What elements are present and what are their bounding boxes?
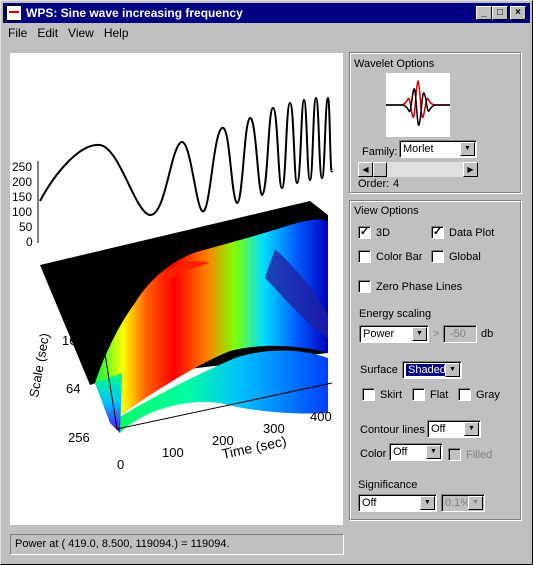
chevron-down-icon[interactable]: ▼ xyxy=(426,445,441,459)
surface-select[interactable]: Shaded ▼ xyxy=(402,361,462,379)
family-select[interactable]: Morlet ▼ xyxy=(399,140,477,158)
3d-checkbox[interactable]: ✓ 3D xyxy=(358,226,391,239)
order-value: 4 xyxy=(393,178,400,190)
contour-color-select[interactable]: Off ▼ xyxy=(389,443,443,461)
scale-axis-label: Scale (sec) xyxy=(26,332,52,399)
data-axis-tick: 250 xyxy=(12,160,32,174)
wavelet-power-plot[interactable]: 250 200 150 100 50 0 4 16 64 256 Scale (… xyxy=(10,53,343,525)
status-bar: Power at ( 419.0, 8.500, 119094.) = 1190… xyxy=(10,534,344,555)
close-button[interactable]: × xyxy=(510,6,526,20)
title-bar[interactable]: WPS: Sine wave increasing frequency _ □ … xyxy=(3,3,530,23)
db-label: db xyxy=(481,328,494,340)
power-surface xyxy=(40,201,328,433)
significance-select[interactable]: Off ▼ xyxy=(358,494,437,512)
view-options-title: View Options xyxy=(354,205,419,217)
chevron-down-icon[interactable]: ▼ xyxy=(445,363,460,377)
window-title: WPS: Sine wave increasing frequency xyxy=(26,6,243,20)
scale-axis-tick: 256 xyxy=(68,430,90,445)
contour-lines-label: Contour lines xyxy=(360,424,425,436)
slider-right-button[interactable]: ▶ xyxy=(463,162,478,177)
morlet-wavelet-icon xyxy=(386,79,450,126)
wavelet-options-title: Wavelet Options xyxy=(354,58,435,70)
global-checkbox[interactable]: Global xyxy=(431,250,481,263)
significance-level-select[interactable]: 0.1% ▼ xyxy=(441,494,485,512)
data-axis-tick: 150 xyxy=(12,190,32,204)
gray-checkbox[interactable]: Gray xyxy=(458,388,500,401)
data-axis-tick: 0 xyxy=(26,235,33,249)
greater-than-icon: > xyxy=(433,328,440,340)
energy-scaling-select[interactable]: Power ▼ xyxy=(359,325,429,343)
time-axis-tick: 0 xyxy=(117,457,124,472)
wavelet-options-group xyxy=(349,52,522,194)
scale-axis-tick: 64 xyxy=(66,381,80,396)
surface-label: Surface xyxy=(360,364,398,376)
family-value: Morlet xyxy=(403,143,434,155)
chevron-down-icon[interactable]: ▼ xyxy=(468,496,483,510)
menu-help[interactable]: Help xyxy=(103,26,129,40)
data-axis-tick: 50 xyxy=(19,220,33,234)
slider-left-button[interactable]: ◀ xyxy=(358,162,373,177)
time-axis-tick: 300 xyxy=(263,421,285,436)
data-plot-checkbox[interactable]: ✓ Data Plot xyxy=(431,226,495,239)
order-label: Order: xyxy=(358,178,390,190)
time-axis-tick: 200 xyxy=(212,433,234,448)
zero-phase-checkbox[interactable]: Zero Phase Lines xyxy=(358,280,462,293)
minimize-button[interactable]: _ xyxy=(476,6,492,20)
plot-area[interactable]: 250 200 150 100 50 0 4 16 64 256 Scale (… xyxy=(10,53,343,525)
chevron-down-icon[interactable]: ▼ xyxy=(464,422,479,436)
maximize-button[interactable]: □ xyxy=(492,6,508,20)
flat-checkbox[interactable]: Flat xyxy=(412,388,448,401)
db-threshold-input[interactable]: -50 xyxy=(443,325,477,343)
color-bar-checkbox[interactable]: Color Bar xyxy=(358,250,422,263)
time-series-line xyxy=(39,96,333,217)
time-axis-tick: 100 xyxy=(162,445,184,460)
app-icon[interactable] xyxy=(6,5,22,21)
menu-view[interactable]: View xyxy=(68,26,94,40)
menu-edit[interactable]: Edit xyxy=(37,26,59,40)
data-axis-tick: 100 xyxy=(12,205,32,219)
color-label: Color xyxy=(360,448,387,460)
order-slider[interactable]: ◀ ▶ xyxy=(358,162,478,177)
menu-file[interactable]: File xyxy=(8,26,28,40)
energy-scaling-label: Energy scaling xyxy=(359,308,432,320)
slider-thumb[interactable] xyxy=(373,162,387,177)
contour-lines-select[interactable]: Off ▼ xyxy=(427,420,481,438)
scale-axis-tick: 4 xyxy=(60,287,67,302)
significance-label: Significance xyxy=(358,479,418,491)
skirt-checkbox[interactable]: Skirt xyxy=(362,388,402,401)
menu-bar: File Edit View Help xyxy=(3,24,134,42)
chevron-down-icon[interactable]: ▼ xyxy=(420,496,435,510)
view-options-group xyxy=(349,200,522,521)
time-axis-tick: 400 xyxy=(310,409,332,424)
family-label: Family: xyxy=(362,146,398,158)
scale-axis-tick: 16 xyxy=(62,333,76,348)
data-axis-tick: 200 xyxy=(12,175,32,189)
data-axis: 250 200 150 100 50 0 xyxy=(12,160,39,249)
wavelet-preview xyxy=(386,73,450,137)
chevron-down-icon[interactable]: ▼ xyxy=(412,327,427,341)
chevron-down-icon[interactable]: ▼ xyxy=(460,142,475,156)
filled-checkbox[interactable]: Filled xyxy=(448,448,492,461)
